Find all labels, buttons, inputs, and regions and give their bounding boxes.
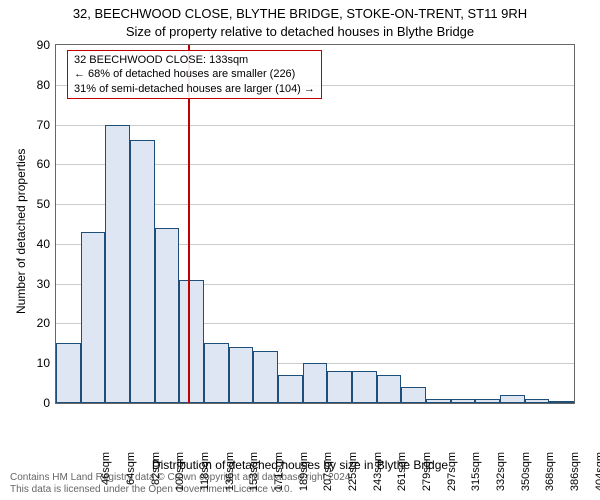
y-tick-label: 50 [10, 197, 50, 211]
histogram-bar [401, 387, 426, 403]
x-tick-label: 189sqm [298, 452, 310, 492]
x-tick-label: 153sqm [248, 452, 260, 492]
histogram-bar [278, 375, 303, 403]
histogram-bar [327, 371, 352, 403]
x-tick-label: 315sqm [470, 452, 482, 492]
annotation-line3: 31% of semi-detached houses are larger (… [74, 82, 315, 96]
x-tick-label: 368sqm [544, 452, 556, 492]
x-tick-label: 46sqm [100, 452, 112, 492]
histogram-bar [105, 125, 130, 403]
histogram-bar [56, 343, 81, 403]
x-tick-label: 64sqm [125, 452, 137, 492]
chart-title-address: 32, BEECHWOOD CLOSE, BLYTHE BRIDGE, STOK… [0, 6, 600, 21]
histogram-bar [179, 280, 204, 403]
y-tick-label: 20 [10, 316, 50, 330]
x-tick-label: 332sqm [495, 452, 507, 492]
x-tick-label: 261sqm [396, 452, 408, 492]
annotation-line2: ← 68% of detached houses are smaller (22… [74, 67, 315, 81]
histogram-bar [204, 343, 229, 403]
y-tick-label: 10 [10, 356, 50, 370]
x-tick-label: 404sqm [594, 452, 600, 492]
y-tick-label: 80 [10, 78, 50, 92]
x-tick-label: 207sqm [322, 452, 334, 492]
x-tick-label: 350sqm [520, 452, 532, 492]
y-tick-label: 0 [10, 396, 50, 410]
histogram-bar [500, 395, 525, 403]
histogram-bar [303, 363, 328, 403]
histogram-bar [155, 228, 180, 403]
histogram-bar [130, 140, 155, 403]
x-tick-label: 297sqm [446, 452, 458, 492]
x-tick-label: 136sqm [224, 452, 236, 492]
x-tick-label: 82sqm [150, 452, 162, 492]
histogram-bar [81, 232, 106, 403]
histogram-bar [475, 399, 500, 403]
histogram-bar [549, 401, 574, 403]
gridline [56, 125, 574, 126]
x-tick-label: 118sqm [199, 452, 211, 492]
x-tick-label: 171sqm [273, 452, 285, 492]
chart-title-subtitle: Size of property relative to detached ho… [0, 24, 600, 39]
x-tick-label: 243sqm [372, 452, 384, 492]
histogram-bar [352, 371, 377, 403]
histogram-bar [525, 399, 550, 403]
annotation-box: 32 BEECHWOOD CLOSE: 133sqm← 68% of detac… [67, 50, 322, 99]
y-tick-label: 30 [10, 277, 50, 291]
x-tick-label: 279sqm [421, 452, 433, 492]
annotation-line1: 32 BEECHWOOD CLOSE: 133sqm [74, 53, 315, 67]
y-tick-label: 90 [10, 38, 50, 52]
histogram-bar [253, 351, 278, 403]
histogram-bar [377, 375, 402, 403]
x-tick-label: 225sqm [347, 452, 359, 492]
histogram-bar [451, 399, 476, 403]
x-tick-label: 386sqm [569, 452, 581, 492]
y-tick-label: 60 [10, 157, 50, 171]
histogram-bar [229, 347, 254, 403]
x-tick-label: 100sqm [174, 452, 186, 492]
y-tick-label: 40 [10, 237, 50, 251]
histogram-bar [426, 399, 451, 403]
y-tick-label: 70 [10, 118, 50, 132]
